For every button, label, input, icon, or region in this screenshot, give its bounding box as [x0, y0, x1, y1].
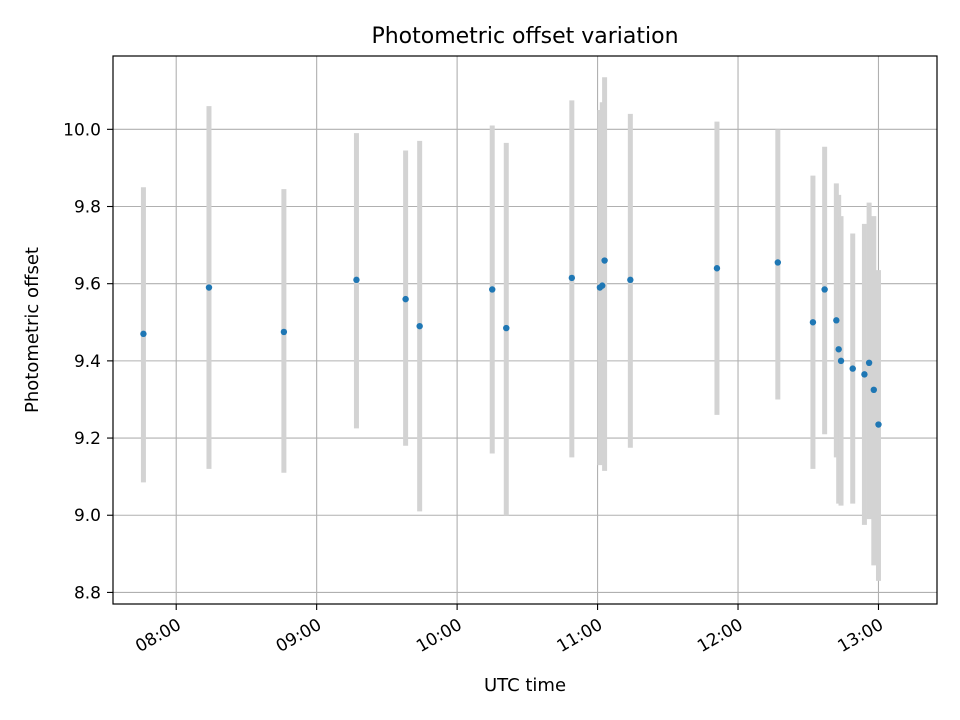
x-tick-label: 08:00	[132, 615, 184, 657]
y-tick-label: 9.4	[74, 352, 101, 372]
data-point	[353, 276, 360, 284]
data-point	[875, 421, 882, 428]
x-axis-label: UTC time	[484, 675, 566, 696]
data-points	[140, 257, 882, 428]
data-point	[833, 317, 840, 324]
x-tick-label: 13:00	[835, 615, 887, 657]
data-point	[835, 346, 842, 353]
data-point	[837, 357, 845, 365]
data-point	[205, 284, 213, 291]
chart-title: Photometric offset variation	[371, 24, 678, 49]
data-point	[870, 386, 877, 394]
y-axis-ticks: 8.8 9.0 9.2 9.4 9.6 9.8 10.0	[63, 120, 113, 603]
data-point	[568, 274, 576, 282]
data-point	[713, 265, 721, 272]
y-axis-label: Photometric offset	[22, 247, 43, 413]
data-point	[821, 286, 828, 293]
y-tick-label: 10.0	[63, 120, 101, 140]
x-axis-ticks: 08:00 09:00 10:00 11:00 12:00 13:00	[132, 604, 887, 657]
x-tick-label: 12:00	[694, 615, 746, 657]
data-point	[774, 259, 782, 266]
data-point	[402, 295, 409, 303]
data-point	[627, 276, 634, 284]
plot-frame	[112, 55, 938, 605]
data-point	[489, 286, 496, 293]
data-point	[849, 365, 856, 372]
y-tick-label: 8.8	[74, 583, 101, 603]
errorbars	[140, 77, 881, 581]
data-point	[280, 328, 288, 336]
data-point	[809, 319, 817, 326]
data-point	[599, 282, 606, 289]
data-point	[140, 330, 147, 338]
data-point	[861, 371, 868, 378]
x-tick-label: 10:00	[413, 615, 465, 657]
data-point	[601, 257, 608, 264]
y-tick-label: 9.8	[74, 198, 101, 218]
x-tick-label: 09:00	[273, 615, 325, 657]
y-tick-label: 9.2	[74, 429, 101, 449]
data-point	[416, 322, 423, 330]
y-tick-label: 9.6	[74, 275, 101, 295]
x-tick-label: 11:00	[554, 615, 606, 657]
data-point	[503, 324, 510, 332]
y-tick-label: 9.0	[74, 506, 101, 526]
data-point	[865, 359, 873, 367]
